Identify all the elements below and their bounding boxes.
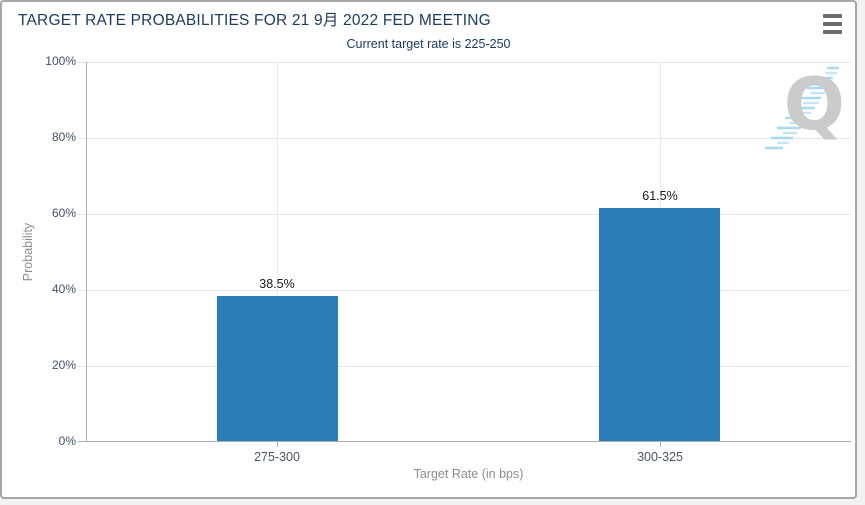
- chart-card: TARGET RATE PROBABILITIES FOR 21 9月 2022…: [0, 0, 857, 499]
- watermark-q-letter: Q: [783, 62, 845, 146]
- y-tick-label: 0%: [58, 434, 76, 448]
- y-tick-label: 60%: [51, 206, 76, 220]
- hamburger-icon: [823, 22, 842, 26]
- chart-menu-button[interactable]: [823, 14, 845, 34]
- h-gridline: [78, 214, 851, 215]
- x-category-label: 275-300: [254, 450, 300, 464]
- quikstrike-watermark: Q: [747, 64, 847, 156]
- bar-300-325[interactable]: [599, 208, 720, 442]
- y-tick-label: 40%: [51, 282, 76, 296]
- y-tick-label: 80%: [51, 130, 76, 144]
- x-axis-line: [78, 441, 851, 442]
- v-gridline: [277, 62, 278, 442]
- x-tick: [660, 442, 661, 447]
- h-gridline: [78, 366, 851, 367]
- hamburger-icon: [823, 14, 842, 18]
- bar-275-300[interactable]: [217, 296, 338, 442]
- y-axis-title: Probability: [21, 222, 35, 282]
- x-tick: [277, 442, 278, 447]
- watermark-swoosh-icon: [765, 66, 839, 150]
- x-category-label: 300-325: [637, 450, 683, 464]
- bar-value-label: 38.5%: [259, 277, 295, 291]
- h-gridline: [78, 62, 851, 63]
- chart-subtitle: Current target rate is 225-250: [346, 37, 511, 51]
- chart-title: TARGET RATE PROBABILITIES FOR 21 9月 2022…: [18, 12, 491, 29]
- h-gridline: [78, 290, 851, 291]
- y-tick-label: 20%: [51, 358, 76, 372]
- bar-value-label: 61.5%: [642, 189, 678, 203]
- y-tick-label: 100%: [45, 54, 76, 68]
- hamburger-icon: [823, 30, 842, 34]
- h-gridline: [78, 138, 851, 139]
- plot-area: Q Target Rate (in bps) 0% 20% 40% 60% 80% 100…: [45, 54, 851, 481]
- x-axis-title: Target Rate (in bps): [413, 467, 524, 481]
